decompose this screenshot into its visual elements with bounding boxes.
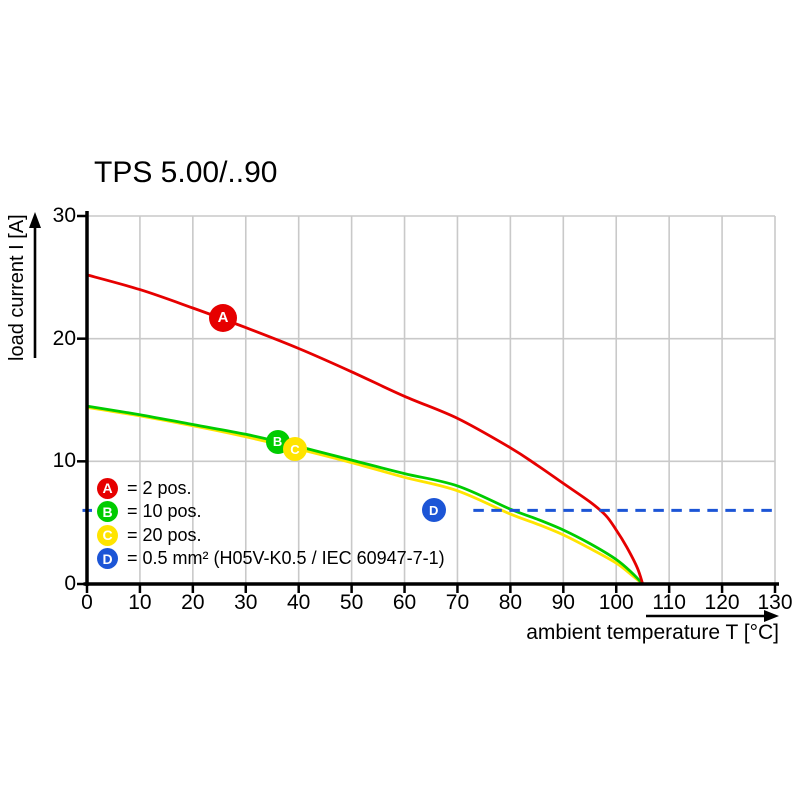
x-tick-label: 100 xyxy=(598,591,634,614)
chart-title: TPS 5.00/..90 xyxy=(94,156,278,189)
y-tick-label: 30 xyxy=(52,204,76,227)
x-tick-label: 20 xyxy=(181,591,205,614)
curve-c xyxy=(85,406,645,586)
x-tick-label: 80 xyxy=(498,591,523,614)
x-tick-label: 0 xyxy=(81,591,93,614)
x-tick-label: 50 xyxy=(339,591,364,614)
legend-item-c: C = 20 pos. xyxy=(97,524,445,546)
x-tick-label: 40 xyxy=(287,591,311,614)
curve-b xyxy=(85,404,645,586)
curve-marker-c: C xyxy=(282,437,307,462)
curve-marker-a: A xyxy=(209,303,237,332)
x-tick-label: 30 xyxy=(234,591,258,614)
x-tick-label: 110 xyxy=(652,591,686,614)
x-axis-label: ambient temperature T [°C] xyxy=(526,621,779,644)
curve-marker-d: D xyxy=(421,498,446,523)
x-tick-label: 60 xyxy=(392,591,417,614)
legend-item-a: A = 2 pos. xyxy=(97,477,445,499)
y-tick-label: 10 xyxy=(52,449,76,473)
legend-label-a: = 2 pos. xyxy=(127,477,192,498)
x-tick-label: 90 xyxy=(551,591,575,614)
x-tick-label: 120 xyxy=(704,591,740,614)
x-tick-label: 10 xyxy=(128,591,152,614)
y-tick-label: 20 xyxy=(52,326,76,350)
x-axis-arrowhead-icon xyxy=(764,610,779,622)
legend: A = 2 pos. B = 10 pos. C = 20 pos. D = 0… xyxy=(97,477,445,572)
legend-label-c: = 20 pos. xyxy=(127,524,202,545)
x-tick-label: 130 xyxy=(757,591,793,614)
legend-label-d: = 0.5 mm² (H05V-K0.5 / IEC 60947-7-1) xyxy=(127,548,445,568)
y-tick-label: 0 xyxy=(64,572,76,595)
x-tick-label: 70 xyxy=(445,591,470,614)
y-axis-arrowhead-icon xyxy=(29,212,41,228)
legend-swatch-c: C xyxy=(97,524,118,546)
y-axis-label: load current I [A] xyxy=(6,214,28,361)
legend-label-b: = 10 pos. xyxy=(127,501,202,521)
legend-swatch-a: A xyxy=(97,477,118,499)
legend-swatch-d: D xyxy=(97,548,118,569)
legend-item-d: D = 0.5 mm² (H05V-K0.5 / IEC 60947-7-1) xyxy=(97,548,445,569)
legend-swatch-b: B xyxy=(97,501,118,522)
legend-item-b: B = 10 pos. xyxy=(97,501,445,522)
